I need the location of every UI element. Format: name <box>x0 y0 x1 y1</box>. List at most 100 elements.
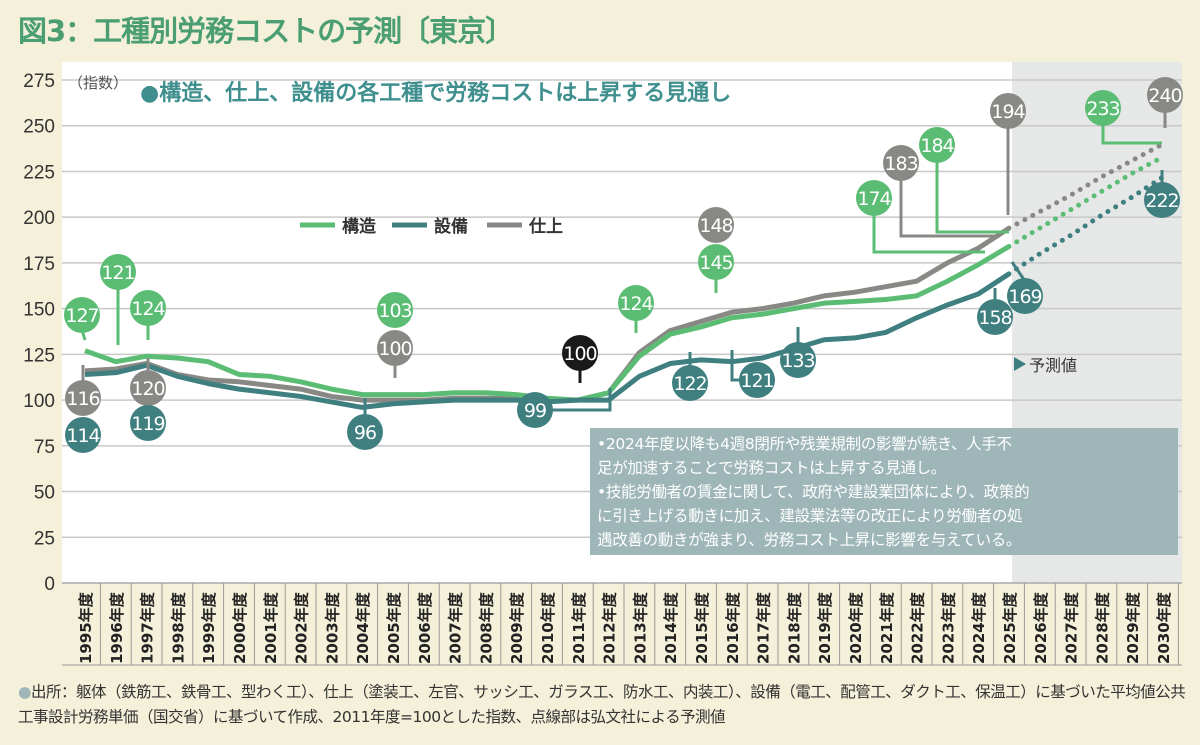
data-pin-label: 240 <box>1148 85 1181 107</box>
data-pin <box>65 380 101 416</box>
x-tick-label: 2006年度 <box>416 591 434 664</box>
pin-connector <box>730 350 740 382</box>
y-tick-label: 125 <box>23 345 55 366</box>
pin-connector <box>899 178 1000 238</box>
data-pin-label: 222 <box>1145 190 1178 212</box>
x-tick-label: 2013年度 <box>631 591 649 664</box>
data-pin-label: 96 <box>354 422 376 444</box>
data-pin <box>780 342 816 378</box>
y-tick-label: 175 <box>23 254 55 275</box>
x-tick-label: 2020年度 <box>847 591 865 664</box>
legend-label: 構造 <box>342 216 377 237</box>
y-tick-label: 150 <box>23 300 55 321</box>
data-pin <box>1144 182 1180 218</box>
pin-connector <box>550 388 612 412</box>
data-pin <box>562 335 598 371</box>
data-pin <box>130 405 166 441</box>
pin-connector <box>872 213 985 254</box>
pin-connector <box>1010 261 1027 282</box>
x-tick-label: 2004年度 <box>354 591 372 664</box>
x-tick-label: 2029年度 <box>1124 591 1142 664</box>
forecast-label: 予測値 <box>1029 356 1077 375</box>
y-tick-label: 275 <box>23 71 55 92</box>
data-pin-label: 124 <box>619 293 653 315</box>
x-tick-label: 1999年度 <box>200 591 218 664</box>
x-tick-label: 2011年度 <box>570 591 588 664</box>
data-pin <box>919 127 955 163</box>
x-tick-label: 2003年度 <box>323 591 341 664</box>
data-pin <box>1007 278 1043 314</box>
data-pin-label: 103 <box>378 300 411 322</box>
x-tick-label: 2000年度 <box>231 591 249 664</box>
legend-label: 仕上 <box>528 216 563 237</box>
note-line: 遇改善の動きが強まり、労務コスト上昇に影響を与えている。 <box>597 531 1021 549</box>
series-forecast-構造 <box>1006 154 1166 249</box>
x-tick-label: 2026年度 <box>1032 591 1050 664</box>
x-tick-label: 2010年度 <box>539 591 557 664</box>
x-tick-label: 2017年度 <box>755 591 773 664</box>
pin-connector <box>1101 123 1162 145</box>
data-pin <box>65 417 101 453</box>
data-pin-label: 120 <box>131 378 164 400</box>
data-pin-label: 148 <box>699 215 732 237</box>
chart-subtitle: ●構造、仕上、設備の各工種で労務コストは上昇する見通し <box>140 80 731 106</box>
data-pin <box>1085 90 1121 126</box>
data-pin-label: 121 <box>740 370 773 392</box>
x-tick-label: 2001年度 <box>262 591 280 664</box>
x-tick-label: 2014年度 <box>662 591 680 664</box>
y-tick-label: 50 <box>34 483 55 504</box>
note-line: に引き上げる動きに加え、建設業法等の改正により労働者の処 <box>597 507 1022 525</box>
x-tick-label: 2015年度 <box>693 591 711 664</box>
x-tick-label: 2002年度 <box>293 591 311 664</box>
x-tick-label: 2019年度 <box>816 591 834 664</box>
x-tick-label: 1995年度 <box>77 591 95 664</box>
chart-title: 図3：工種別労務コストの予測〔東京〕 <box>18 14 514 48</box>
data-pin-label: 174 <box>857 188 891 210</box>
data-pin <box>990 93 1026 129</box>
data-pin <box>739 362 775 398</box>
x-tick-label: 1998年度 <box>169 591 187 664</box>
source-note: ●出所：躯体（鉄筋工、鉄骨工、型わく工）、仕上（塗装工、左官、サッシ工、ガラス工… <box>18 680 1188 730</box>
data-pin <box>130 290 166 326</box>
x-tick-label: 2016年度 <box>724 591 742 664</box>
data-pin-label: 233 <box>1086 98 1119 120</box>
y-tick-label: 250 <box>23 117 55 138</box>
note-line: •技能労働者の賃金に関して、政府や建設業団体により、政策的 <box>597 483 1029 501</box>
x-tick-label: 2022年度 <box>909 591 927 664</box>
data-pin <box>856 180 892 216</box>
note-line: 足が加速することで労務コストは上昇する見通し。 <box>597 459 946 477</box>
x-tick-label: 2008年度 <box>477 591 495 664</box>
data-pin-label: 114 <box>66 425 100 447</box>
x-tick-label: 2024年度 <box>970 591 988 664</box>
data-pin-label: 121 <box>101 262 134 284</box>
legend-label: 設備 <box>434 216 468 237</box>
x-tick-label: 2028年度 <box>1093 591 1111 664</box>
data-pin-label: 184 <box>920 135 954 157</box>
y-tick-label: 0 <box>44 574 55 595</box>
data-pin <box>618 285 654 321</box>
data-pin-label: 122 <box>673 373 706 395</box>
y-tick-label: 75 <box>34 437 55 458</box>
data-pin <box>698 244 734 280</box>
y-tick-label: 25 <box>34 528 55 549</box>
pin-connector <box>935 160 1009 234</box>
data-pin <box>977 299 1013 335</box>
x-tick-label: 1997年度 <box>139 591 157 664</box>
data-pin-label: 145 <box>699 252 732 274</box>
data-pin-label: 116 <box>66 388 99 410</box>
x-tick-label: 2018年度 <box>785 591 803 664</box>
data-pin <box>100 254 136 290</box>
data-pin-label: 194 <box>991 101 1025 123</box>
data-pin <box>698 207 734 243</box>
note-box <box>590 428 1178 555</box>
data-pin-label: 183 <box>884 153 917 175</box>
y-tick-label: 225 <box>23 162 55 183</box>
data-pin <box>64 297 100 333</box>
data-pin <box>377 292 413 328</box>
x-tick-label: 1996年度 <box>108 591 126 664</box>
data-pin-label: 124 <box>131 298 165 320</box>
source-text: 出所：躯体（鉄筋工、鉄骨工、型わく工）、仕上（塗装工、左官、サッシ工、ガラス工、… <box>18 683 1186 726</box>
data-pin <box>347 414 383 450</box>
x-tick-label: 2005年度 <box>385 591 403 664</box>
